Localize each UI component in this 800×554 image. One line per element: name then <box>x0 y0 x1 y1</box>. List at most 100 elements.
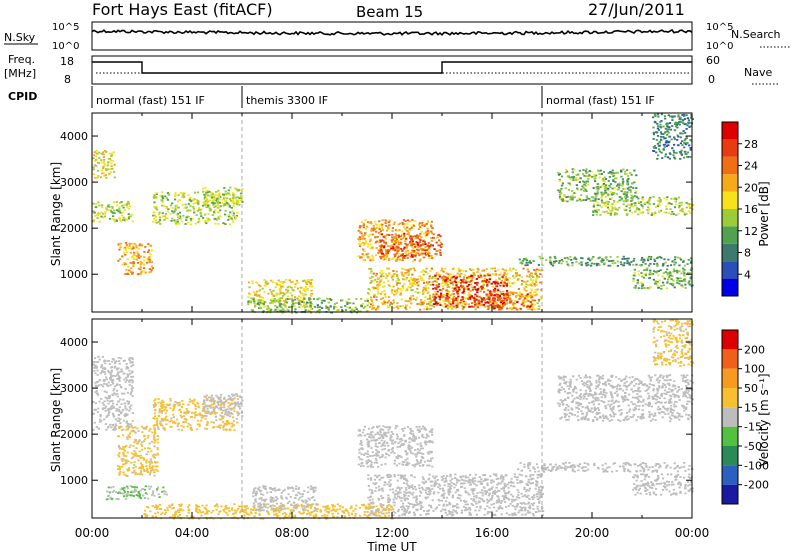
power-cell <box>229 211 232 214</box>
power-cell <box>119 211 122 214</box>
power-cell <box>431 232 434 235</box>
cpid-label: CPID <box>8 90 37 103</box>
power-cell <box>318 297 321 300</box>
velocity-cell <box>113 387 116 390</box>
velocity-cell <box>145 453 148 456</box>
power-cell <box>116 204 119 207</box>
velocity-cell <box>145 425 148 428</box>
power-cell <box>576 188 579 191</box>
power-cell <box>298 290 302 293</box>
velocity-cell <box>110 408 113 410</box>
power-cell <box>454 307 458 310</box>
power-cell <box>642 261 645 264</box>
power-cell <box>396 302 399 305</box>
power-cell <box>530 302 533 304</box>
power-cell <box>176 200 179 203</box>
power-cell <box>380 273 383 276</box>
velocity-cell <box>164 406 167 409</box>
power-cell <box>399 293 402 296</box>
power-cell <box>494 290 497 293</box>
velocity-cell <box>156 438 159 441</box>
power-cell <box>183 196 186 199</box>
power-cell <box>681 285 684 288</box>
power-cell <box>108 172 111 175</box>
velocity-cell <box>113 366 116 369</box>
power-cell <box>160 199 163 202</box>
power-cell <box>128 245 131 247</box>
power-cell <box>251 280 254 283</box>
power-cell <box>213 212 216 215</box>
velocity-cell <box>124 412 127 415</box>
power-cell <box>207 204 210 207</box>
power-cell <box>399 305 402 308</box>
velocity-cell <box>111 394 114 397</box>
velocity-cell <box>114 418 118 421</box>
power-cell <box>410 244 413 247</box>
power-cell <box>489 278 492 281</box>
velocity-cell <box>136 442 139 445</box>
power-cell <box>406 243 409 246</box>
power-cell <box>414 278 417 281</box>
power-cell <box>263 279 266 281</box>
power-cell <box>413 224 416 227</box>
power-cell <box>273 300 276 303</box>
power-cell <box>97 201 100 204</box>
power-cell <box>640 197 643 200</box>
power-cell <box>486 279 489 281</box>
power-cell <box>139 266 142 269</box>
power-cell <box>481 288 484 290</box>
velocity-cell <box>172 416 175 418</box>
power-cell <box>573 196 576 199</box>
power-cell <box>258 289 261 292</box>
velocity-cell <box>131 486 134 488</box>
power-cell <box>167 193 170 196</box>
power-cell <box>540 296 543 298</box>
power-cell <box>218 201 221 204</box>
power-cell <box>380 246 383 249</box>
power-cell <box>426 292 430 294</box>
power-cell <box>660 133 663 135</box>
power-cell <box>259 307 262 309</box>
velocity-cell <box>166 404 170 407</box>
power-cell <box>485 281 488 283</box>
power-cell <box>480 285 483 288</box>
power-cell <box>407 272 411 275</box>
power-cell <box>302 298 305 301</box>
power-cell <box>537 298 540 301</box>
power-cell <box>174 195 177 197</box>
velocity-cell <box>131 491 134 493</box>
power-cell <box>370 222 373 225</box>
power-cell <box>154 219 157 222</box>
power-cell <box>302 288 305 290</box>
power-cell <box>609 186 612 189</box>
velocity-cell <box>100 366 103 369</box>
power-cell <box>483 287 486 290</box>
power-cell <box>665 140 668 142</box>
power-cell <box>193 198 196 201</box>
power-cell <box>594 192 597 195</box>
power-cell <box>355 308 358 310</box>
power-cell <box>367 292 370 294</box>
velocity-cell <box>221 417 224 420</box>
velocity-cell <box>222 428 225 431</box>
power-cell <box>684 287 687 289</box>
velocity-cell <box>112 358 115 361</box>
power-cell <box>611 262 614 265</box>
power-cell <box>655 147 658 149</box>
velocity-cell <box>203 400 206 403</box>
power-cell <box>378 281 381 283</box>
power-cell <box>304 309 307 311</box>
power-cell <box>370 280 373 282</box>
power-cell <box>368 267 371 270</box>
power-cell <box>147 249 150 252</box>
velocity-cell <box>116 383 119 386</box>
power-cell <box>457 295 460 298</box>
velocity-cell <box>138 467 141 470</box>
power-cell <box>670 278 673 280</box>
power-cell <box>362 224 365 227</box>
power-cell <box>528 284 531 287</box>
velocity-cell <box>200 511 203 514</box>
power-cell <box>586 180 590 183</box>
velocity-cell <box>131 358 134 360</box>
power-cell <box>400 243 403 245</box>
